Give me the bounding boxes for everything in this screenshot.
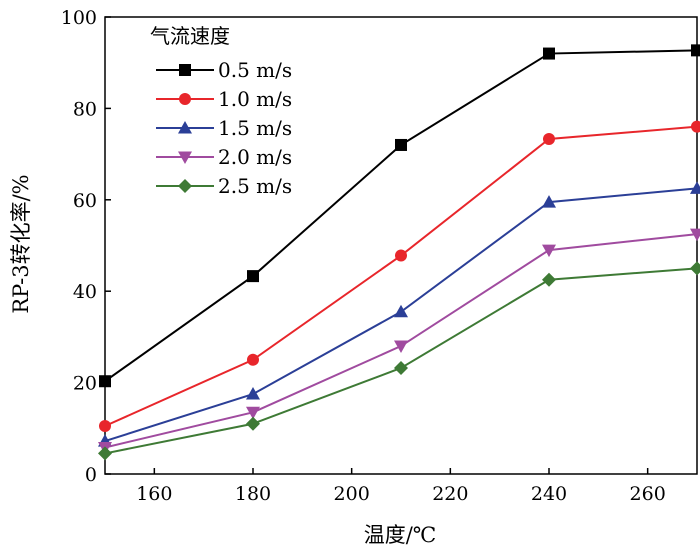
data-point-2-5-m-s	[246, 416, 260, 431]
data-point-2-5-m-s	[542, 272, 556, 287]
legend-item: 2.5 m/s	[156, 174, 292, 198]
legend-marker	[179, 64, 191, 76]
x-tick-label: 220	[432, 483, 468, 505]
data-point-2-5-m-s	[98, 446, 112, 461]
plot-frame	[104, 16, 698, 475]
data-point-2-0-m-s	[542, 244, 556, 258]
data-point-1-0-m-s	[247, 353, 259, 366]
legend-label: 1.0 m/s	[218, 87, 292, 111]
x-tick-label: 240	[531, 483, 567, 505]
data-point-2-0-m-s	[690, 228, 700, 242]
series-line-1-0-m-s	[104, 125, 698, 427]
x-tick-label: 160	[136, 483, 172, 505]
data-point-0-5-m-s	[395, 138, 407, 151]
data-point-1-5-m-s	[542, 195, 556, 208]
data-point-2-0-m-s	[246, 406, 260, 420]
y-tick-label: 100	[61, 7, 97, 29]
legend-item: 0.5 m/s	[156, 58, 292, 82]
x-tick-label: 180	[235, 483, 271, 505]
legend-item: 1.5 m/s	[156, 116, 292, 140]
legend: 气流速度 0.5 m/s 1.0 m/s 1.5 m/s 2.0 m/s 2.5 m/s	[150, 24, 292, 198]
series-0-5-m-s	[99, 44, 700, 388]
data-point-1-5-m-s	[394, 304, 408, 318]
series-1-5-m-s	[98, 181, 700, 447]
x-tick-label: 260	[630, 483, 666, 505]
legend-label: 2.5 m/s	[218, 174, 292, 198]
legend-marker	[178, 151, 192, 164]
data-point-1-0-m-s	[543, 133, 555, 146]
data-point-1-5-m-s	[690, 181, 700, 194]
y-tick-label: 80	[73, 98, 97, 120]
series-2-5-m-s	[98, 261, 700, 461]
data-point-1-0-m-s	[395, 249, 407, 262]
data-point-2-5-m-s	[394, 360, 408, 375]
y-tick-label: 60	[73, 190, 97, 212]
y-axis-label: RP-3转化率/%	[9, 174, 33, 313]
data-point-2-0-m-s	[394, 340, 408, 354]
legend-marker	[178, 121, 192, 134]
y-tick-label: 40	[73, 281, 97, 303]
series-2-0-m-s	[98, 228, 700, 455]
legend-label: 2.0 m/s	[218, 145, 292, 169]
data-point-2-5-m-s	[690, 261, 700, 276]
legend-title: 气流速度	[150, 24, 230, 48]
data-point-0-5-m-s	[691, 44, 700, 57]
data-point-0-5-m-s	[247, 270, 259, 283]
legend-marker	[178, 179, 192, 193]
legend-item: 1.0 m/s	[156, 87, 292, 111]
data-point-0-5-m-s	[99, 375, 111, 388]
y-tick-label: 0	[85, 464, 97, 486]
data-point-1-0-m-s	[99, 420, 111, 433]
series-1-0-m-s	[99, 120, 700, 433]
data-point-1-0-m-s	[691, 120, 700, 133]
data-point-1-5-m-s	[246, 387, 260, 400]
legend-label: 1.5 m/s	[218, 116, 292, 140]
legend-marker	[179, 93, 191, 105]
legend-label: 0.5 m/s	[218, 58, 292, 82]
data-point-0-5-m-s	[543, 47, 555, 60]
legend-item: 2.0 m/s	[156, 145, 292, 169]
x-axis-label: 温度/℃	[364, 523, 437, 547]
y-tick-label: 20	[73, 373, 97, 395]
x-tick-label: 200	[334, 483, 370, 505]
